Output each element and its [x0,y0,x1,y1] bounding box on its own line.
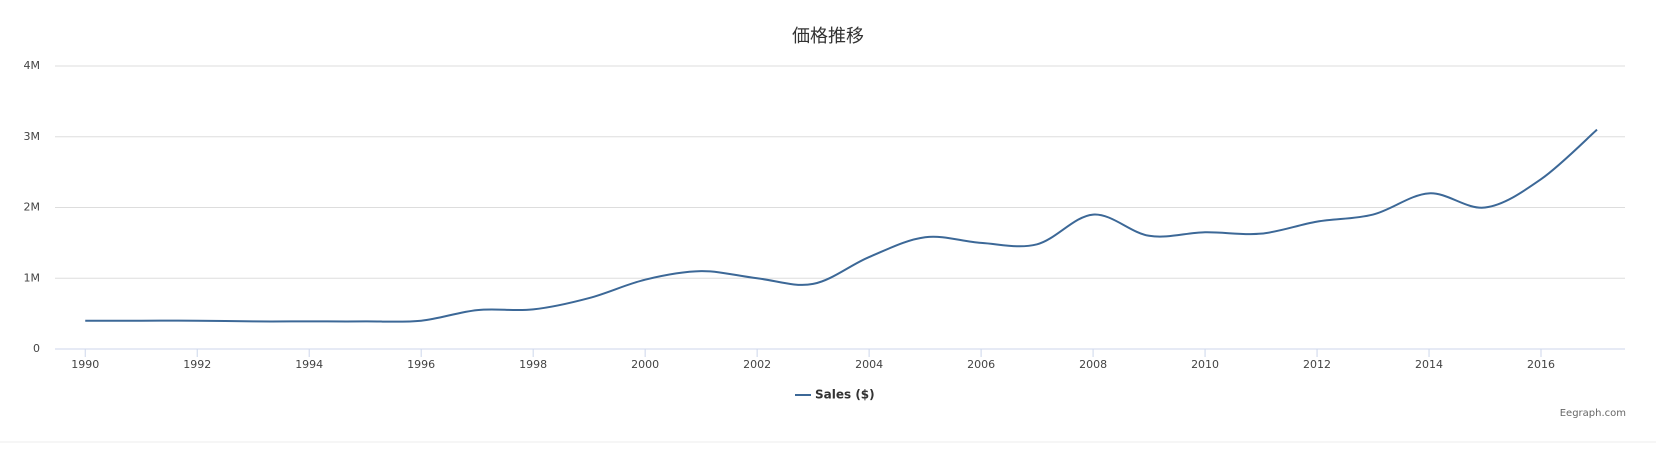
y-tick-label: 3M [24,130,41,143]
x-tick-label: 2014 [1415,358,1443,371]
x-tick-label: 1998 [519,358,547,371]
line [85,128,1598,323]
credit: Eegraph.com [1560,408,1626,419]
x-tick-label: 2008 [1079,358,1107,371]
x-tick-label: 2000 [631,358,659,371]
y-tick-label: 2M [24,201,41,214]
x-tick-label: 2010 [1191,358,1219,371]
x-tick-label: 2016 [1527,358,1555,371]
y-tick-label: 4M [24,59,41,72]
x-tick-label: 2004 [855,358,883,371]
y-tick-label: 1M [24,271,41,284]
x-tick-label: 2006 [967,358,995,371]
x-tick-label: 1994 [295,358,323,371]
x-tick-label: 1996 [407,358,435,371]
chart-title: 価格推移 [792,26,864,47]
x-tick-label: 2002 [743,358,771,371]
y-tick-label: 0 [33,342,40,355]
x-tick-label: 1992 [183,358,211,371]
legend-label: Sales ($) [815,388,875,402]
x-tick-label: 1990 [71,358,99,371]
x-tick-label: 2012 [1303,358,1331,371]
